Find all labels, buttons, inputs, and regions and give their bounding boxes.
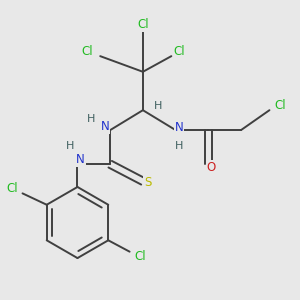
Text: Cl: Cl bbox=[274, 99, 286, 112]
Text: S: S bbox=[144, 176, 152, 189]
Text: N: N bbox=[175, 121, 183, 134]
Text: Cl: Cl bbox=[173, 45, 185, 58]
Text: Cl: Cl bbox=[137, 18, 149, 32]
Text: Cl: Cl bbox=[6, 182, 17, 195]
Text: O: O bbox=[206, 160, 216, 174]
Text: H: H bbox=[87, 114, 95, 124]
Text: N: N bbox=[101, 120, 110, 133]
Text: H: H bbox=[66, 141, 75, 151]
Text: H: H bbox=[175, 141, 183, 151]
Text: H: H bbox=[154, 101, 163, 111]
Text: N: N bbox=[76, 154, 85, 166]
Text: Cl: Cl bbox=[135, 250, 146, 263]
Text: Cl: Cl bbox=[82, 44, 93, 58]
